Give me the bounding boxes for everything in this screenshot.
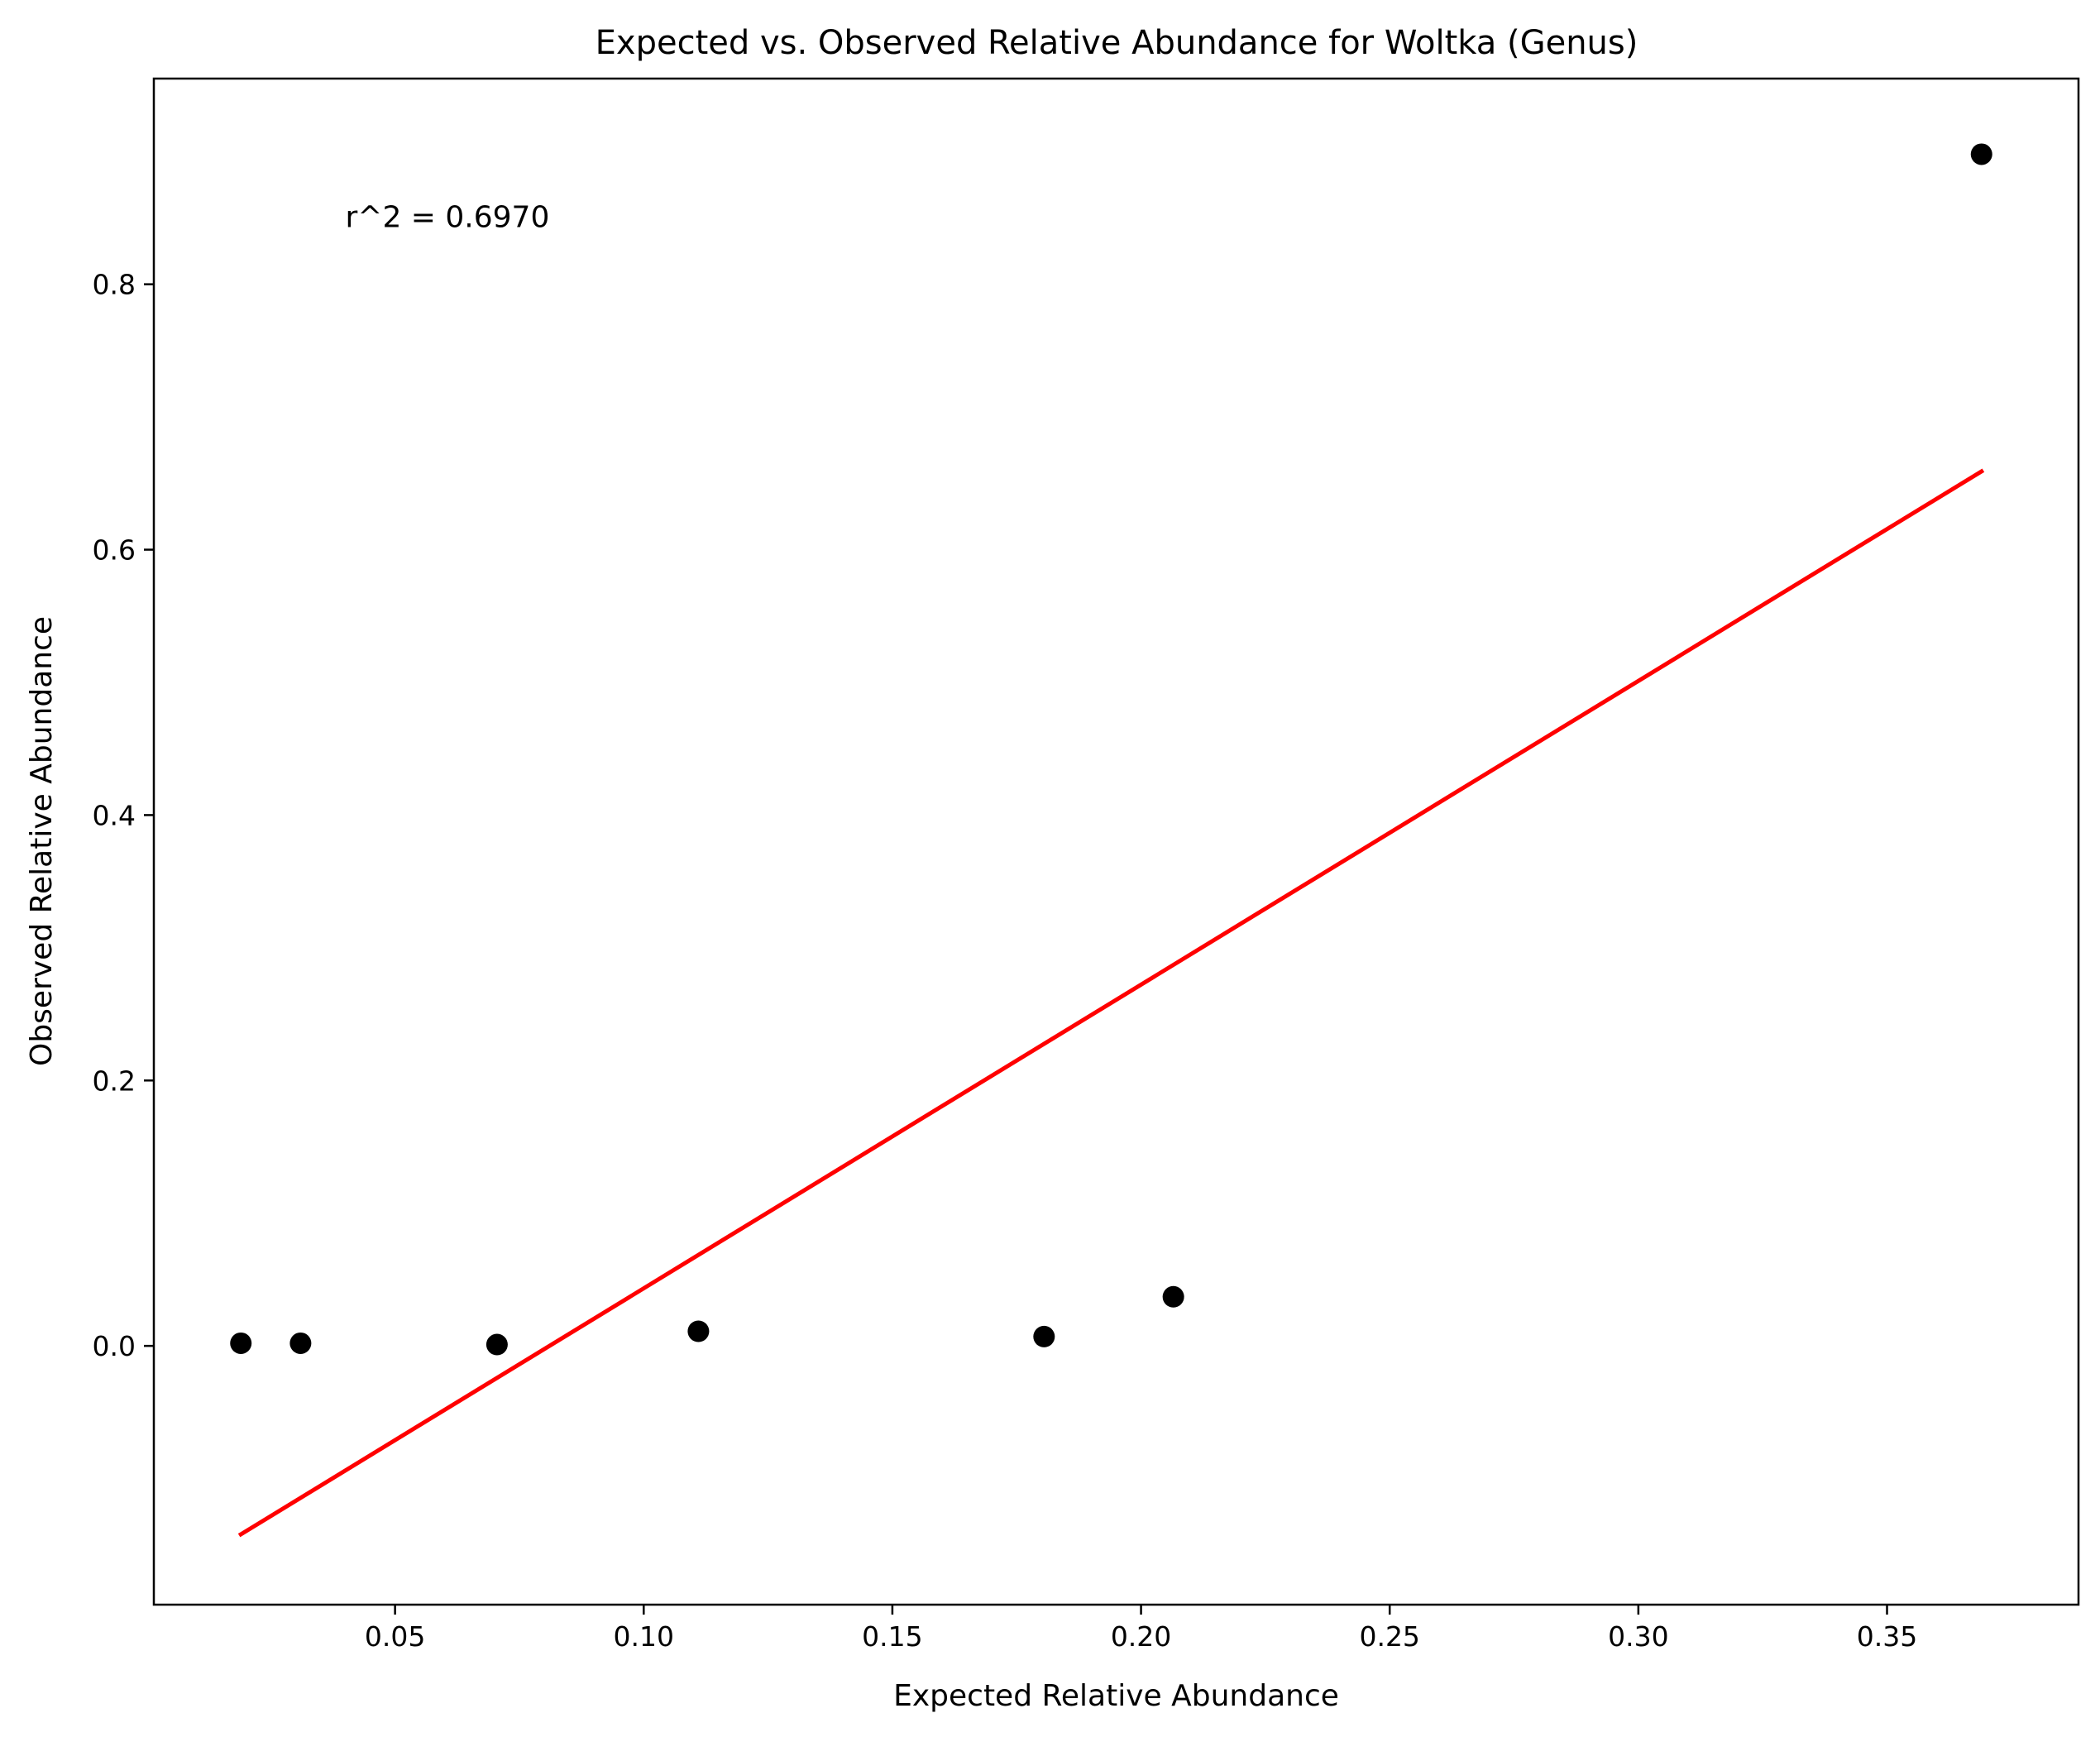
x-axis-ticks: 0.05 0.10 0.15 0.20 0.25 0.30 0.35 <box>365 1605 1917 1653</box>
data-point <box>486 1333 508 1356</box>
y-tick-label: 0.8 <box>93 269 136 301</box>
x-tick-label: 0.10 <box>614 1620 674 1653</box>
x-axis-label: Expected Relative Abundance <box>893 1679 1339 1713</box>
plot-frame <box>152 77 2080 1606</box>
x-tick-label: 0.15 <box>862 1620 922 1653</box>
fit-line <box>237 468 1985 1538</box>
y-tick-label: 0.6 <box>93 534 136 567</box>
x-tick-label: 0.05 <box>365 1620 425 1653</box>
r-squared-annotation: r^2 = 0.6970 <box>345 201 549 235</box>
data-point <box>289 1332 312 1354</box>
y-axis-label: Observed Relative Abundance <box>25 616 59 1066</box>
plot-area: 0.05 0.10 0.15 0.20 0.25 0.30 0.35 0.00.20.40.… <box>93 77 2080 1653</box>
data-point <box>687 1320 710 1342</box>
data-points-group <box>230 143 1992 1356</box>
fit-line-group <box>237 468 1985 1538</box>
x-tick-label: 0.30 <box>1608 1620 1668 1653</box>
y-tick-label: 0.2 <box>93 1065 136 1097</box>
x-tick-label: 0.20 <box>1111 1620 1171 1653</box>
data-point <box>230 1332 252 1354</box>
y-tick-label: 0.4 <box>93 799 136 831</box>
x-tick-label: 0.35 <box>1857 1620 1917 1653</box>
data-point <box>1033 1325 1055 1347</box>
x-tick-label: 0.25 <box>1359 1620 1419 1653</box>
data-point <box>1970 143 1992 165</box>
y-tick-label: 0.0 <box>93 1330 136 1362</box>
y-axis-ticks: 0.0 0.2 0.4 0.6 0.8 <box>93 269 154 1362</box>
chart-title: Expected vs. Observed Relative Abundance… <box>596 24 1638 62</box>
data-point <box>1162 1285 1184 1308</box>
